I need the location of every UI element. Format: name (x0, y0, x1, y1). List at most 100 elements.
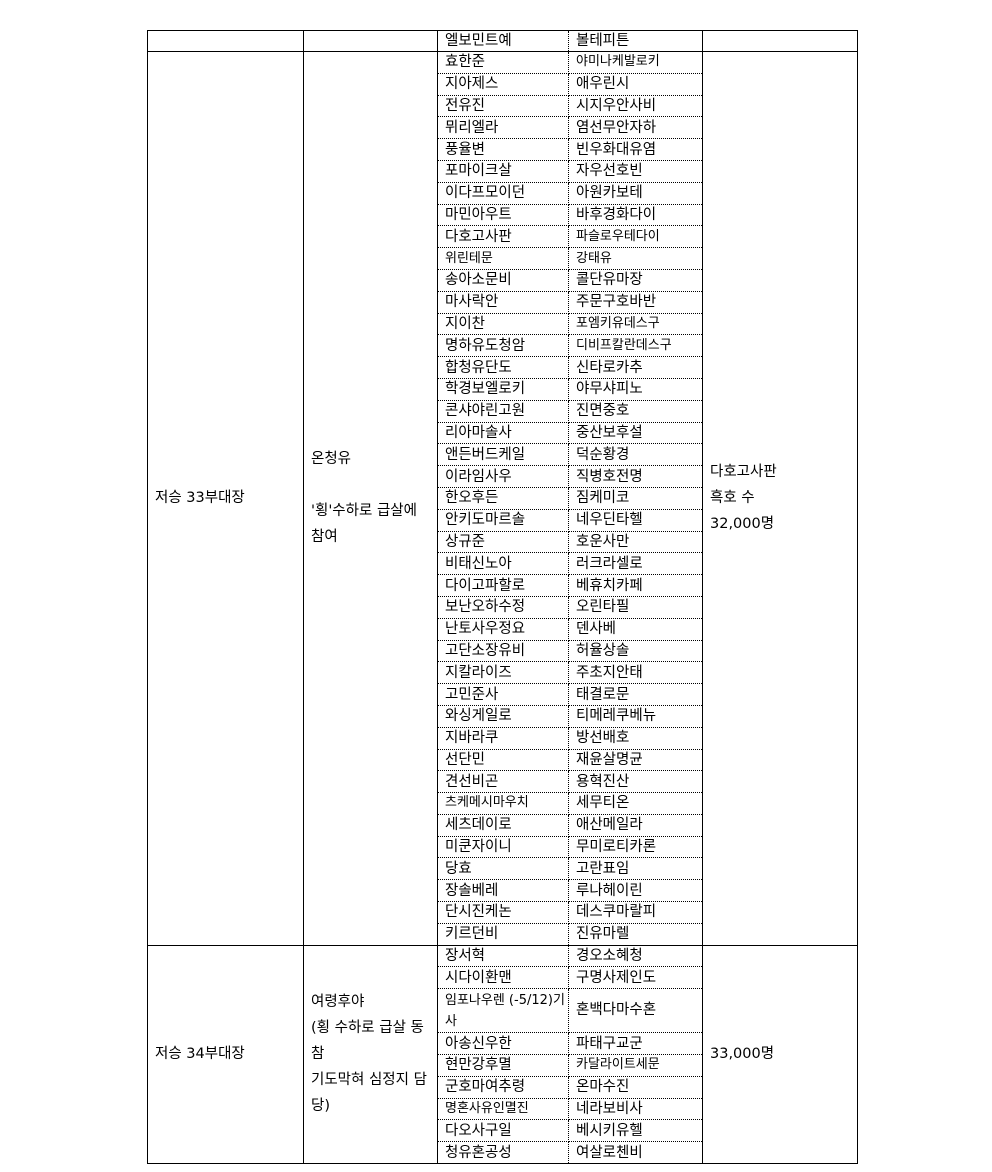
name-cell: 콜단유마장 (568, 269, 703, 292)
name-cell: 선단민 (437, 749, 569, 772)
name-cell: 야무샤피노 (568, 378, 703, 401)
table-row: 이라임사우 직병호전명 (148, 465, 858, 488)
name-cell: 러크라셀로 (568, 552, 703, 576)
table-row: 앤든버드케일 덕순황경 (148, 443, 858, 467)
table-row: 마민아우트 바후경화다이 (148, 204, 858, 227)
description-line: (횡 수하로 급살 동참 (311, 1020, 424, 1063)
header-col1 (147, 30, 304, 52)
header-row: 엘보민트예 볼테피튼 (147, 30, 858, 52)
name-cell: 아송신우한 (437, 1032, 569, 1056)
name-cell: 카달라이트세문 (568, 1054, 703, 1077)
table-row: 전유진 시지우안사비 (148, 95, 858, 118)
name-cell: 비태신노아 (437, 552, 569, 576)
header-col2 (303, 30, 438, 52)
name-cell: 단시진케논 (437, 901, 569, 924)
description-line: '횡'수하로 급살에 참여 (311, 503, 417, 546)
header-col4: 볼테피튼 (568, 30, 703, 52)
table-row: 뮈리엘라 염선무안자하 (148, 116, 858, 140)
table-row: 다오사구일 베시키유헬 (148, 1119, 858, 1143)
table-row: 미쿤자이니 무미로티카론 (148, 836, 858, 859)
name-cell: 베휴치카페 (568, 574, 703, 597)
name-cell: 애우린시 (568, 73, 703, 96)
table-row: 한오후든 짐케미코 (148, 487, 858, 510)
table-row: 와싱게일로 티메레쿠베뉴 (148, 705, 858, 728)
name-cell: 짐케미코 (568, 487, 703, 510)
name-cell: 학경보엘로키 (437, 378, 569, 401)
table-row: 송아소문비 콜단유마장 (148, 269, 858, 292)
table-row: 풍율변 빈우화대유염 (148, 138, 858, 161)
name-cell: 세무티온 (568, 792, 703, 815)
name-cell: 고란표임 (568, 857, 703, 881)
table-row: 이다프모이던 아원카보테 (148, 182, 858, 205)
table-row: 츠케메시마우치 세무티온 (148, 792, 858, 815)
name-cell: 장서혁 (437, 945, 569, 968)
name-cell: 난토사우정요 (437, 618, 569, 641)
name-cell: 키르던비 (437, 923, 569, 946)
name-cell: 지칼라이즈 (437, 661, 569, 685)
table-row: 군호마여추령 온마수진 (148, 1076, 858, 1099)
name-cell: 다호고사판 (437, 225, 569, 249)
name-cell: 오린타필 (568, 596, 703, 619)
name-cell: 애산메일라 (568, 814, 703, 837)
name-cell: 재윤살명균 (568, 749, 703, 772)
name-cell: 현만강후멸 (437, 1054, 569, 1077)
table-row: 고민준사 태결로문 (148, 683, 858, 706)
table-row: 임포나우렌 (-5/12)기사 혼백다마수혼 (148, 988, 858, 1034)
table-row: 포마이크살 자우선호빈 (148, 160, 858, 183)
name-cell: 와싱게일로 (437, 705, 569, 728)
name-cell: 혼백다마수혼 (568, 988, 703, 1034)
name-cell: 포마이크살 (437, 160, 569, 183)
name-cell: 야미나케발로키 (568, 51, 703, 74)
name-cell: 합청유단도 (437, 356, 569, 379)
table-row: 보난오하수정 오린타필 (148, 596, 858, 619)
table-row: 안키도마르솔 네우딘타헬 (148, 509, 858, 532)
table-row: 지바라쿠 방선배호 (148, 727, 858, 750)
table-row: 견선비곤 용혁진산 (148, 770, 858, 794)
table-row: 고단소장유비 허율상솔 (148, 640, 858, 663)
name-cell: 마사락안 (437, 291, 569, 314)
name-cell: 뮈리엘라 (437, 116, 569, 140)
name-cell: 염선무안자하 (568, 116, 703, 140)
name-cell: 파태구교군 (568, 1032, 703, 1056)
name-cell: 허율상솔 (568, 640, 703, 663)
name-cell: 신타로카추 (568, 356, 703, 379)
description-line: 온청유 (311, 451, 352, 468)
name-cell: 안키도마르솔 (437, 509, 569, 532)
note-cell: 33,000명 (702, 944, 858, 1165)
name-cell: 전유진 (437, 95, 569, 118)
name-cell: 당효 (437, 857, 569, 881)
table-row: 다호고사판 파슬로우테다이 (148, 225, 858, 249)
description-cell: 여령후야 (횡 수하로 급살 동참 기도막혀 심정지 담당) (303, 944, 438, 1165)
table-row: 단시진케논 데스쿠마랄피 (148, 901, 858, 924)
name-cell: 진면중호 (568, 400, 703, 423)
name-cell: 네라보비사 (568, 1098, 703, 1121)
name-cell: 세츠데이로 (437, 814, 569, 837)
table-row: 저승 33부대장 온청유 '횡'수하로 급살에 참여 효한준 야미나케발로키 다호고사판… (147, 51, 858, 946)
table-row: 당효 고란표임 (148, 857, 858, 881)
description-cell: 온청유 '횡'수하로 급살에 참여 (303, 51, 438, 946)
table-row: 다이고파할로 베휴치카페 (148, 574, 858, 597)
name-cell: 직병호전명 (568, 465, 703, 488)
name-cell: 빈우화대유염 (568, 138, 703, 161)
table-row: 명혼사유인멸진 네라보비사 (148, 1098, 858, 1121)
name-cell: 장솔베레 (437, 879, 569, 903)
name-cell: 구명사제인도 (568, 966, 703, 990)
name-cell: 자우선호빈 (568, 160, 703, 183)
name-cell: 베시키유헬 (568, 1119, 703, 1143)
name-cell: 풍율변 (437, 138, 569, 161)
header-col5 (702, 30, 858, 52)
table-row: 청유혼공성 여살로첸비 (148, 1141, 858, 1165)
name-cell: 주문구호바반 (568, 291, 703, 314)
name-cell: 파슬로우테다이 (568, 225, 703, 249)
table-row: 상규준 호운사만 (148, 531, 858, 554)
table-row: 난토사우정요 덴사베 (148, 618, 858, 641)
name-cell: 주초지안태 (568, 661, 703, 685)
name-cell: 아원카보테 (568, 182, 703, 205)
name-cell: 호운사만 (568, 531, 703, 554)
name-cell: 덴사베 (568, 618, 703, 641)
name-cell: 이다프모이던 (437, 182, 569, 205)
name-cell: 고민준사 (437, 683, 569, 706)
name-cell: 명하유도청암 (437, 334, 569, 358)
table-row: 세츠데이로 애산메일라 (148, 814, 858, 837)
description-line (311, 472, 431, 498)
